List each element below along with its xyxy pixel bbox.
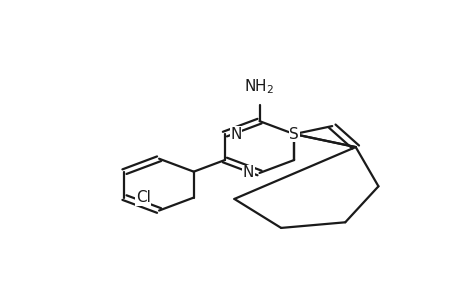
Text: N: N [230, 127, 241, 142]
Text: Cl: Cl [135, 190, 151, 205]
Text: S: S [289, 127, 298, 142]
Text: N: N [242, 166, 253, 181]
Text: NH$_2$: NH$_2$ [244, 77, 274, 96]
